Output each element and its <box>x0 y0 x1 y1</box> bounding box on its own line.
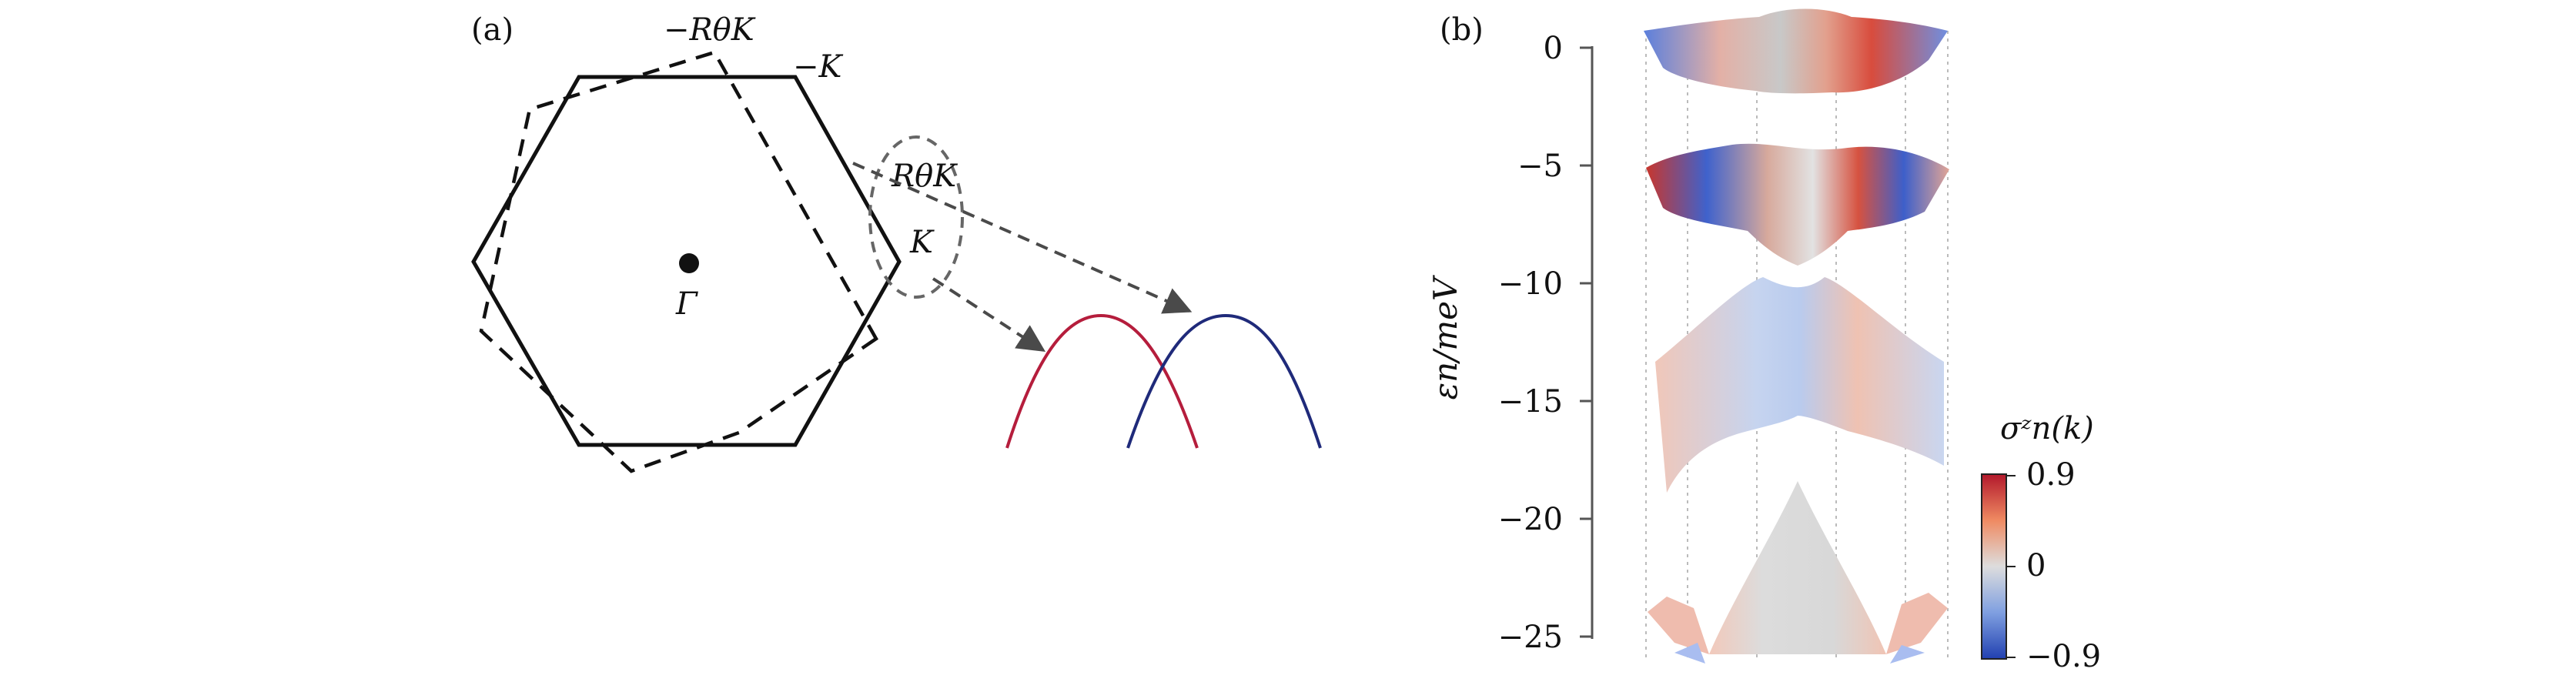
k-label: K <box>909 225 935 260</box>
red-band-curve <box>1005 313 1199 449</box>
arrow-r-theta-k <box>852 162 1193 314</box>
band-surface-3 <box>1655 277 1944 493</box>
neg-r-theta-k-label: −RθK <box>664 12 756 48</box>
y-tick-label: −25 <box>1498 620 1563 655</box>
colorbar-ticks <box>2006 475 2016 658</box>
brillouin-zone-hexagon <box>471 75 902 447</box>
y-tick-label: −20 <box>1498 502 1563 537</box>
band-surface-4-bottom-right <box>1890 645 1925 664</box>
y-tick-label: −10 <box>1498 266 1563 302</box>
band-surface-2 <box>1646 143 1949 266</box>
y-tick-label: −5 <box>1517 149 1563 184</box>
blue-band-curve <box>1126 313 1322 449</box>
band-surface-1 <box>1644 8 1948 94</box>
y-tick-label: −15 <box>1498 384 1563 420</box>
colorbar-min-label: −0.9 <box>2026 639 2101 674</box>
arrow-k <box>932 277 1046 352</box>
valley-ellipse <box>868 135 964 299</box>
band-surface-4 <box>1709 481 1886 654</box>
y-ticks <box>1580 46 1592 638</box>
colorbar-mid-label: 0 <box>2026 548 2046 583</box>
band-surface-4-bottom-left <box>1674 643 1705 664</box>
colorbar <box>1981 473 2007 660</box>
r-theta-k-label: RθK <box>891 159 958 194</box>
y-tick-label: 0 <box>1544 31 1563 66</box>
gamma-point <box>679 253 699 273</box>
y-axis-label: εn/meV <box>1427 275 1464 400</box>
gamma-label: Γ <box>675 286 698 322</box>
band-surface-4-left-wing <box>1648 597 1709 654</box>
colorbar-max-label: 0.9 <box>2026 457 2076 493</box>
rotated-brillouin-zone-hexagon <box>479 50 878 473</box>
neg-k-label: −K <box>793 49 844 85</box>
colorbar-title: σᶻn(k) <box>2000 411 2094 446</box>
panel-b-label: (b) <box>1440 12 1484 48</box>
band-surface-4-right-wing <box>1886 593 1948 654</box>
panel-a-label: (a) <box>471 12 514 48</box>
